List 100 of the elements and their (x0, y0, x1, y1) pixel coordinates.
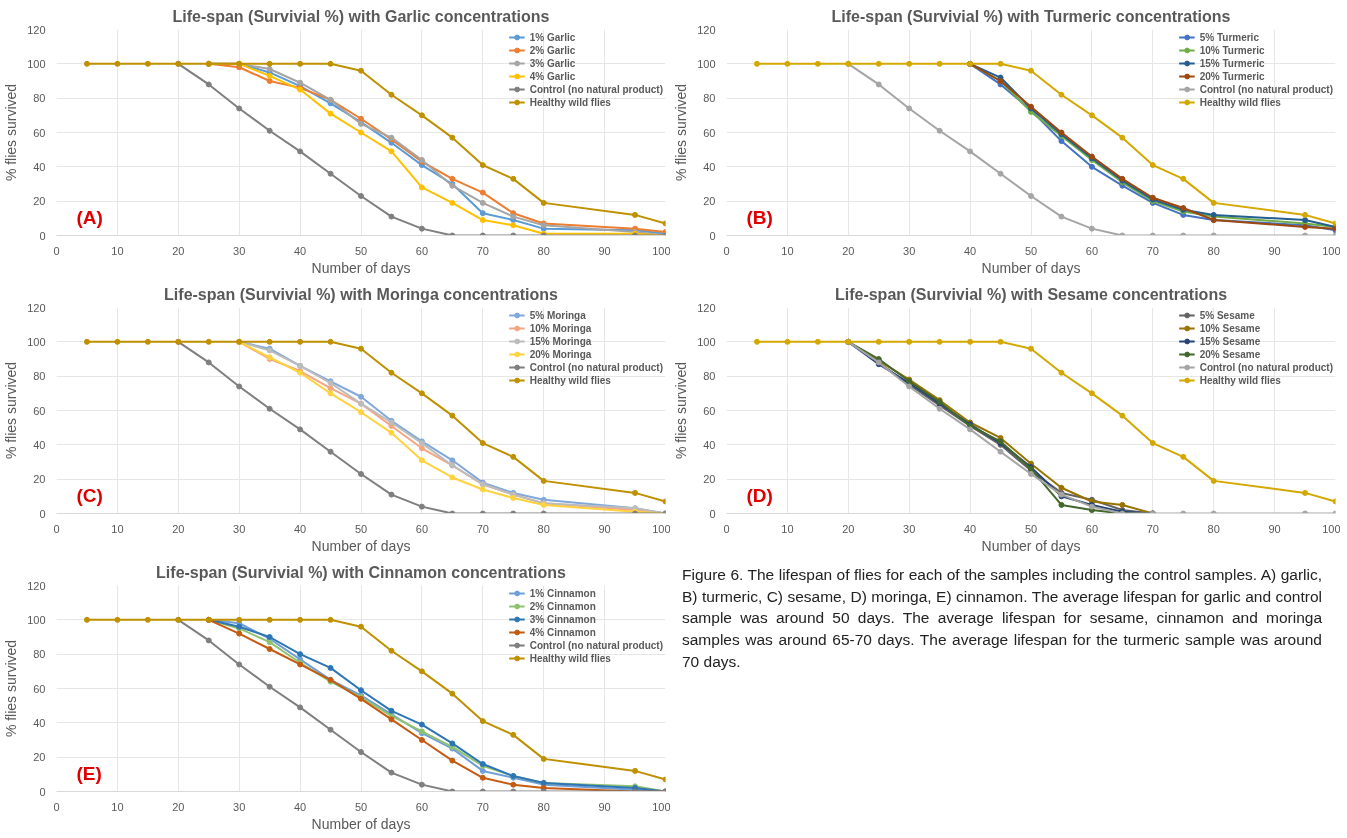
x-tick-label: 90 (598, 522, 611, 535)
x-tick-label: 60 (415, 800, 429, 813)
x-tick-label: 30 (903, 522, 916, 535)
legend-label: 20% Sesame (1199, 348, 1261, 360)
x-tick-label: 0 (723, 522, 730, 535)
legend-label: 5% Moringa (529, 309, 586, 321)
y-tick-label: 80 (33, 92, 46, 105)
legend-label: 3% Cinnamon (529, 613, 596, 625)
x-tick-label: 30 (233, 800, 246, 813)
x-tick-label: 30 (233, 522, 246, 535)
x-tick-label: 20 (172, 800, 185, 813)
x-axis-title: Number of days (981, 259, 1081, 276)
x-axis-title: Number of days (311, 815, 411, 832)
x-tick-label: 70 (476, 800, 489, 813)
x-tick-label: 80 (1207, 522, 1220, 535)
legend-label: 20% Turmeric (1199, 70, 1265, 82)
legend-label: 4% Cinnamon (529, 626, 596, 638)
x-tick-label: 50 (354, 244, 368, 257)
legend-label: 2% Garlic (529, 44, 576, 56)
legend-label: 15% Sesame (1199, 335, 1261, 347)
y-tick-label: 40 (703, 160, 716, 173)
y-tick-label: 80 (703, 370, 716, 383)
annotation: (C) (76, 484, 103, 506)
y-axis-title: % flies survived (673, 361, 690, 460)
y-tick-label: 60 (703, 126, 716, 139)
x-tick-label: 0 (723, 244, 730, 257)
y-tick-label: 120 (27, 579, 46, 592)
x-tick-label: 10 (781, 522, 794, 535)
legend-label: 10% Turmeric (1199, 44, 1265, 56)
x-tick-label: 20 (842, 522, 855, 535)
x-tick-label: 50 (1024, 522, 1038, 535)
y-tick-label: 40 (703, 438, 716, 451)
y-tick-label: 120 (697, 23, 716, 36)
y-tick-label: 0 (39, 507, 46, 520)
legend-label: Healthy wild flies (529, 374, 611, 386)
x-tick-label: 10 (781, 244, 794, 257)
chart-title: Life-span (Survivial %) with Sesame concentrations (834, 285, 1228, 303)
annotation: (B) (746, 206, 773, 228)
chart-title: Life-span (Survivial %) with Moringa concentrations (164, 285, 559, 303)
x-tick-label: 70 (476, 522, 489, 535)
x-tick-label: 80 (1207, 244, 1220, 257)
y-tick-label: 40 (33, 438, 46, 451)
x-tick-label: 70 (476, 244, 489, 257)
chart-title: Life-span (Survivial %) with Turmeric concentrations (831, 7, 1231, 25)
y-axis-title: % flies survived (3, 639, 20, 738)
x-tick-label: 30 (233, 244, 246, 257)
legend-label: 5% Turmeric (1199, 31, 1259, 43)
y-tick-label: 100 (27, 613, 46, 626)
x-tick-label: 40 (963, 244, 977, 257)
x-tick-label: 80 (537, 800, 550, 813)
x-tick-label: 60 (1085, 522, 1099, 535)
annotation: (A) (76, 206, 103, 228)
x-tick-label: 90 (598, 244, 611, 257)
y-tick-label: 40 (33, 716, 46, 729)
y-tick-label: 40 (33, 160, 46, 173)
x-tick-label: 100 (1322, 244, 1341, 257)
legend-label: Healthy wild flies (1199, 96, 1281, 108)
x-tick-label: 0 (53, 522, 60, 535)
annotation: (D) (746, 484, 773, 506)
x-tick-label: 40 (293, 522, 307, 535)
x-tick-label: 90 (1268, 244, 1281, 257)
legend-label: Control (no natural product) (1199, 83, 1333, 95)
chart-title: Life-span (Survivial %) with Garlic concentrations (172, 7, 550, 25)
y-axis-title: % flies survived (3, 83, 20, 182)
legend-label: 15% Turmeric (1199, 57, 1265, 69)
y-tick-label: 80 (703, 92, 716, 105)
x-tick-label: 20 (842, 244, 855, 257)
x-tick-label: 100 (652, 244, 671, 257)
x-tick-label: 10 (111, 244, 124, 257)
y-tick-label: 20 (703, 195, 716, 208)
y-tick-label: 60 (33, 682, 46, 695)
x-tick-label: 0 (53, 800, 60, 813)
x-tick-label: 60 (415, 522, 429, 535)
x-tick-label: 40 (293, 800, 307, 813)
y-tick-label: 20 (33, 195, 46, 208)
x-axis-title: Number of days (311, 537, 411, 554)
y-tick-label: 120 (27, 301, 46, 314)
y-tick-label: 60 (703, 404, 716, 417)
x-tick-label: 60 (1085, 244, 1099, 257)
legend-label: Healthy wild flies (529, 652, 611, 664)
x-tick-label: 40 (293, 244, 307, 257)
y-tick-label: 80 (33, 648, 46, 661)
y-tick-label: 120 (27, 23, 46, 36)
y-tick-label: 100 (27, 57, 46, 70)
legend-label: 20% Moringa (529, 348, 592, 360)
x-tick-label: 50 (1024, 244, 1038, 257)
y-tick-label: 100 (27, 335, 46, 348)
legend-label: Control (no natural product) (1199, 361, 1333, 373)
x-tick-label: 20 (172, 522, 185, 535)
x-tick-label: 50 (354, 522, 368, 535)
x-axis-title: Number of days (981, 537, 1081, 554)
y-tick-label: 0 (39, 785, 46, 798)
x-tick-label: 10 (111, 522, 124, 535)
y-tick-label: 20 (33, 473, 46, 486)
y-tick-label: 120 (697, 301, 716, 314)
legend-label: Control (no natural product) (529, 83, 663, 95)
caption: Figure 6. The lifespan of flies for each of the samples including the control samples. A) garlic, B) turmeric, C) sesame, D) moringa, E) cinnamon. The average lifespan for garlic and control sample was around 50 days. The average lifespan for sesame, cinnamon and moringa samples was around 65-70 days. The average lifespan for the turmeric sample was around 70 days. (682, 565, 1322, 672)
x-axis-title: Number of days (311, 259, 411, 276)
x-tick-label: 100 (652, 522, 671, 535)
y-tick-label: 0 (709, 229, 716, 242)
